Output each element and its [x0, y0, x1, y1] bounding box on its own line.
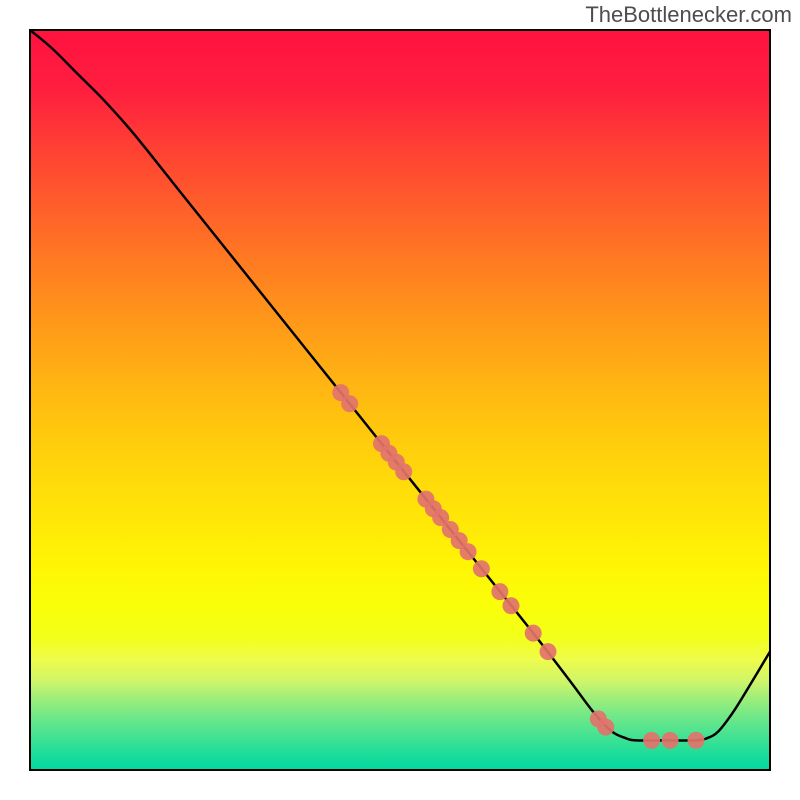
data-dot — [643, 732, 660, 749]
data-dot — [460, 543, 477, 560]
data-dot — [597, 719, 614, 736]
data-dot — [688, 732, 705, 749]
data-dot — [491, 583, 508, 600]
data-dot — [540, 643, 557, 660]
data-dot — [525, 625, 542, 642]
attribution-text: TheBottlenecker.com — [585, 2, 792, 27]
data-dot — [503, 597, 520, 614]
data-dot — [662, 732, 679, 749]
bottleneck-chart: TheBottlenecker.com — [0, 0, 800, 800]
data-dot — [341, 395, 358, 412]
data-dot — [395, 463, 412, 480]
data-dot — [473, 560, 490, 577]
